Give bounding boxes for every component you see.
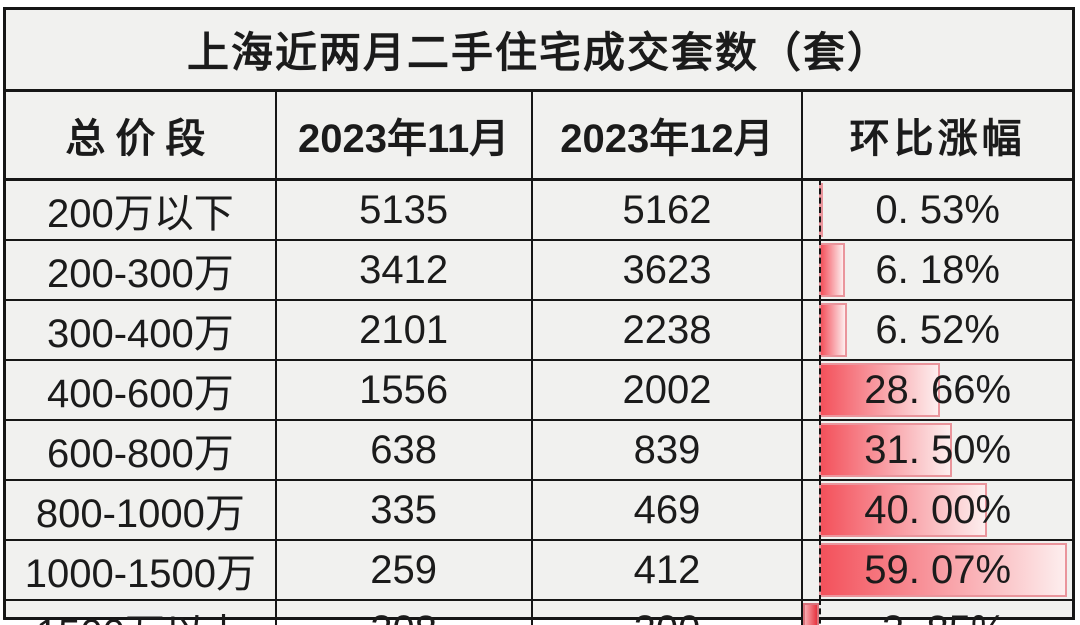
nov-2023-value-cell: 208: [277, 601, 533, 625]
dec-2023-value-cell: 3623: [533, 241, 804, 299]
mom-change-label: 6. 18%: [875, 247, 1000, 292]
negative-data-bar: [803, 603, 820, 625]
table-row: 800-1000万 335 469 40. 00%: [6, 481, 1072, 541]
dec-2023-value-cell: 412: [533, 541, 804, 599]
dec-2023-value-cell: 5162: [533, 181, 804, 239]
zero-axis-dashed-line: [819, 601, 822, 625]
table-body: 200万以下 5135 5162 0. 53% 200-300万 3412 3623 6. 1…: [6, 181, 1072, 625]
price-range-cell: 1000-1500万: [6, 541, 277, 599]
zero-axis-dashed-line: [819, 181, 822, 239]
price-range-cell: 800-1000万: [6, 481, 277, 539]
nov-2023-value-cell: 1556: [277, 361, 533, 419]
mom-change-cell: 6. 18%: [803, 241, 1072, 299]
positive-data-bar: [819, 483, 988, 537]
nov-2023-value-cell: 2101: [277, 301, 533, 359]
positive-data-bar: [819, 243, 846, 297]
header-nov-2023: 2023年11月: [277, 92, 533, 178]
header-mom-change: 环比涨幅: [849, 117, 1026, 161]
dec-2023-value-cell: 200: [533, 601, 804, 625]
mom-change-label: 31. 50%: [864, 427, 1012, 472]
dec-2023-value-cell: 839: [533, 421, 804, 479]
table-row: 600-800万 638 839 31. 50%: [6, 421, 1072, 481]
mom-change-cell: 40. 00%: [803, 481, 1072, 539]
dec-2023-value-cell: 2002: [533, 361, 804, 419]
dec-2023-value-cell: 2238: [533, 301, 804, 359]
mom-change-cell: 28. 66%: [803, 361, 1072, 419]
mom-change-cell: 59. 07%: [803, 541, 1072, 599]
mom-change-cell: 31. 50%: [803, 421, 1072, 479]
zero-axis-dashed-line: [819, 241, 822, 299]
mom-change-label: 40. 00%: [864, 487, 1012, 532]
table-row: 200-300万 3412 3623 6. 18%: [6, 241, 1072, 301]
header-price-range: 总价段: [6, 92, 277, 178]
nov-2023-value-cell: 5135: [277, 181, 533, 239]
table-title: 上海近两月二手住宅成交套数（套）: [6, 10, 1072, 92]
table-row: 400-600万 1556 2002 28. 66%: [6, 361, 1072, 421]
mom-change-label: 0. 53%: [875, 187, 1000, 232]
mom-change-cell: 0. 53%: [803, 181, 1072, 239]
zero-axis-dashed-line: [819, 541, 822, 599]
zero-axis-dashed-line: [819, 421, 822, 479]
mom-change-label: 59. 07%: [864, 547, 1012, 592]
mom-change-label: -3. 85%: [869, 608, 1007, 625]
table-row: 200万以下 5135 5162 0. 53%: [6, 181, 1072, 241]
price-range-cell: 600-800万: [6, 421, 277, 479]
zero-axis-dashed-line: [819, 361, 822, 419]
positive-data-bar: [819, 543, 1068, 597]
price-range-cell: 200万以下: [6, 181, 277, 239]
housing-sales-table: 上海近两月二手住宅成交套数（套） 总价段 2023年11月 2023年12月 环…: [3, 7, 1075, 625]
dec-2023-value-cell: 469: [533, 481, 804, 539]
zero-axis-dashed-line: [819, 481, 822, 539]
mom-change-cell: -3. 85%: [803, 601, 1072, 625]
positive-data-bar: [819, 303, 847, 357]
nov-2023-value-cell: 335: [277, 481, 533, 539]
price-range-cell: 1500万以上: [6, 601, 277, 625]
nov-2023-value-cell: 259: [277, 541, 533, 599]
price-range-cell: 300-400万: [6, 301, 277, 359]
zero-axis-dashed-line: [819, 301, 822, 359]
table-row: 1500万以上208200 -3. 85%: [6, 601, 1072, 625]
table-row: 1000-1500万 259 412 59. 07%: [6, 541, 1072, 601]
header-dec-2023: 2023年12月: [533, 92, 804, 178]
mom-change-cell: 6. 52%: [803, 301, 1072, 359]
price-range-cell: 400-600万: [6, 361, 277, 419]
table-row: 300-400万 2101 2238 6. 52%: [6, 301, 1072, 361]
nov-2023-value-cell: 638: [277, 421, 533, 479]
price-range-cell: 200-300万: [6, 241, 277, 299]
table-header-row: 总价段 2023年11月 2023年12月 环比涨幅: [6, 92, 1072, 181]
mom-change-label: 6. 52%: [875, 307, 1000, 352]
mom-change-label: 28. 66%: [864, 367, 1012, 412]
positive-data-bar: [819, 363, 940, 417]
nov-2023-value-cell: 3412: [277, 241, 533, 299]
